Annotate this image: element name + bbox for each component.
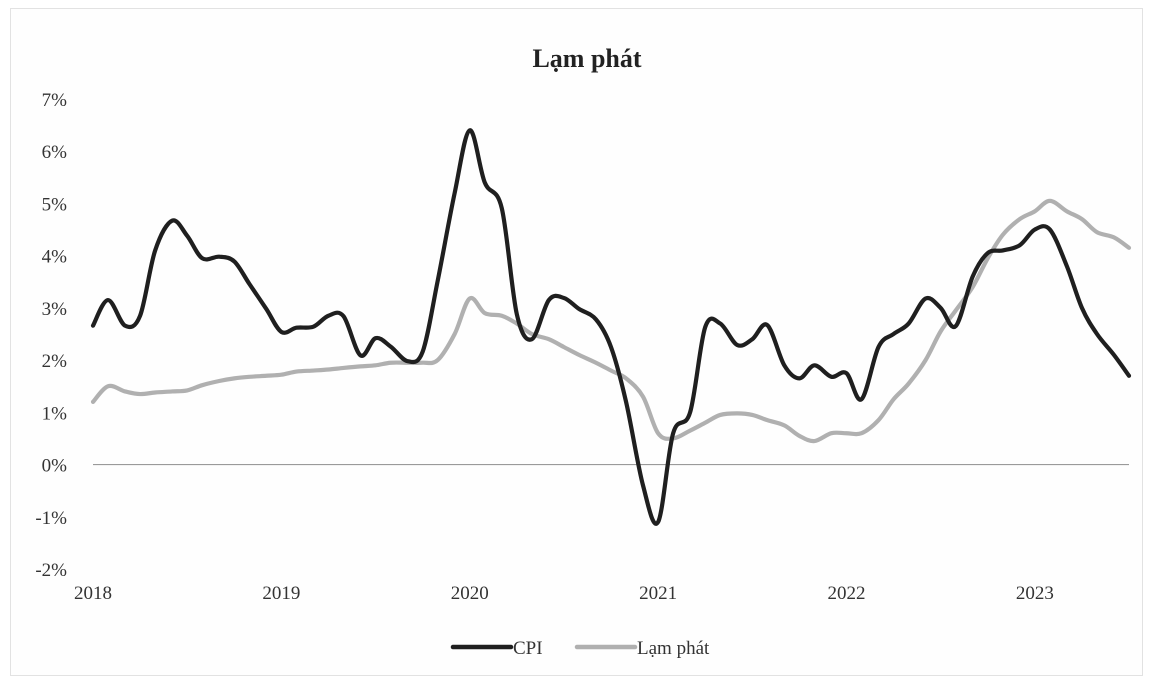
x-tick-label: 2023 [1016, 583, 1054, 604]
y-tick-label: 5% [42, 194, 68, 215]
y-tick-label: 3% [42, 299, 68, 320]
y-tick-label: -2% [35, 560, 67, 581]
y-tick-label: 6% [42, 142, 68, 163]
series-line-cpi [90, 128, 1132, 526]
x-axis: 2018 2019 2020 2021 2022 2023 [74, 583, 1054, 604]
legend-label-lam-phat: Lạm phát [637, 638, 710, 659]
x-tick-label: 2018 [74, 583, 112, 604]
y-tick-label: 2% [42, 351, 68, 372]
y-axis: 7% 6% 5% 4% 3% 2% 1% 0% -1% -2% [35, 90, 67, 581]
x-tick-label: 2020 [451, 583, 489, 604]
inflation-line-chart: Lạm phát 7% 6% 5% 4% 3% 2% 1% 0% -1% -2% 2018 2019… [35, 44, 1132, 659]
x-tick-label: 2022 [827, 583, 865, 604]
y-tick-label: 1% [42, 403, 68, 424]
chart-title: Lạm phát [532, 44, 641, 73]
legend: CPI Lạm phát [450, 638, 710, 659]
chart-frame: Lạm phát 7% 6% 5% 4% 3% 2% 1% 0% -1% -2% 2018 2019… [10, 8, 1143, 676]
x-tick-label: 2021 [639, 583, 677, 604]
x-tick-label: 2019 [262, 583, 300, 604]
y-tick-label: 4% [42, 247, 68, 268]
series-line-lam-phat [90, 198, 1132, 444]
series-layer [90, 128, 1132, 526]
y-tick-label: -1% [35, 508, 67, 529]
y-tick-label: 0% [42, 456, 68, 477]
y-tick-label: 7% [42, 90, 68, 111]
legend-label-cpi: CPI [513, 638, 543, 659]
